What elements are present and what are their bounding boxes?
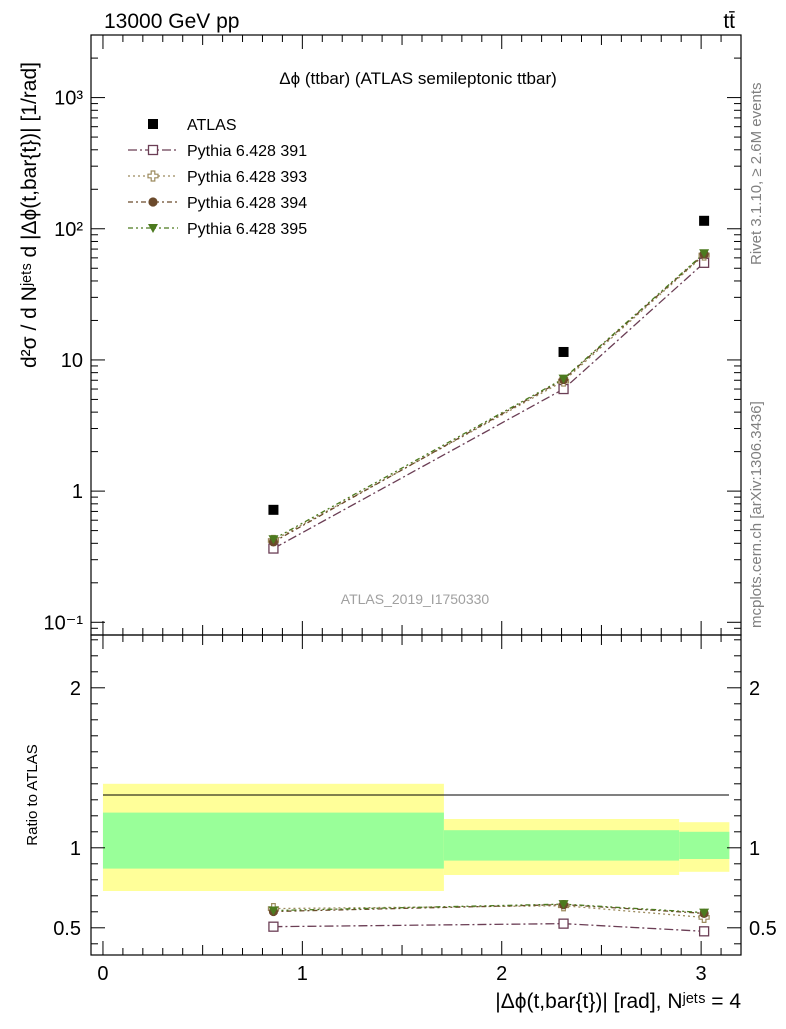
ratio-stat-band [679, 831, 730, 859]
ratio-y-tick-label-left: 0.5 [53, 918, 81, 940]
main-data-point [268, 535, 279, 545]
main-data-point [558, 346, 569, 357]
main-series-line [273, 252, 705, 540]
main-series-lines [273, 252, 705, 550]
ratio-series-lines [273, 903, 705, 932]
legend-label: Pythia 6.428 391 [187, 143, 307, 160]
ratio-uncertainty-bands [102, 783, 730, 891]
main-y-tick-label: 1 [72, 481, 83, 503]
legend-label: ATLAS [187, 117, 237, 134]
ratio-series-markers [267, 900, 710, 937]
main-y-tick-label: 10² [54, 219, 83, 241]
legend-marker [148, 197, 158, 207]
legend-item: ATLAS [148, 117, 237, 134]
legend-item: Pythia 6.428 391 [128, 143, 307, 160]
legend-label: Pythia 6.428 394 [187, 195, 307, 212]
ratio-y-tick-label-left: 2 [70, 678, 81, 700]
rivet-label: Rivet 3.1.10, ≥ 2.6M events [748, 83, 765, 266]
ratio-stat-band [102, 812, 444, 869]
main-y-tick-label: 10⁻¹ [44, 612, 84, 634]
main-title: Δϕ (ttbar) (ATLAS semileptonic ttbar) [279, 69, 557, 88]
legend-label: Pythia 6.428 393 [187, 169, 307, 186]
main-data-point [699, 215, 710, 226]
x-tick-label: 3 [696, 963, 707, 985]
legend: ATLAS Pythia 6.428 391 Pythia 6.428 393 Pyt… [128, 117, 307, 238]
legend-marker [147, 170, 159, 182]
ratio-series-line [273, 903, 705, 914]
mcplots-label: mcplots.cern.ch [arXiv:1306.3436] [748, 401, 765, 628]
main-plot: 10⁻¹ 1 10 10² 10³ Δϕ (ttbar) (ATLAS semilept… [18, 34, 742, 636]
ratio-y-tick-label-right: 2 [749, 678, 760, 700]
main-axis-ticks: 10⁻¹ 1 10 10² 10³ [44, 34, 742, 636]
ratio-data-point [698, 926, 710, 937]
main-y-tick-label: 10 [61, 350, 83, 372]
x-tick-label: 2 [496, 963, 507, 985]
x-axis-label: |Δϕ(t,bar{t})| [rad], Nʲᵉᵗˢ = 4 [495, 990, 741, 1013]
legend-item: Pythia 6.428 394 [128, 195, 307, 212]
ratio-series-line [273, 905, 705, 919]
ratio-series-line [273, 922, 705, 932]
legend-marker [148, 119, 158, 129]
energy-label: 13000 GeV pp [104, 10, 239, 33]
main-y-tick-label: 10³ [54, 88, 83, 110]
ratio-data-point [558, 900, 569, 910]
main-data-point [268, 504, 279, 515]
legend-item: Pythia 6.428 395 [128, 221, 307, 238]
x-tick-label: 1 [297, 963, 308, 985]
ratio-data-point [268, 921, 279, 932]
main-series-line [273, 253, 705, 543]
legend-marker [148, 224, 158, 233]
ratio-y-axis-label: Ratio to ATLAS [24, 744, 41, 845]
main-series-markers [267, 215, 710, 554]
main-data-point [699, 249, 710, 259]
main-series-line [273, 254, 705, 542]
ratio-y-tick-label-right: 0.5 [749, 918, 777, 940]
ratio-axis-ticks: 0.5 0.5 1 1 2 2 0 1 2 3 [53, 635, 777, 985]
legend-item: Pythia 6.428 393 [128, 169, 307, 186]
main-data-point [558, 374, 569, 384]
ratio-data-point [268, 906, 279, 916]
x-tick-label: 0 [97, 963, 108, 985]
ratio-plot: 0.5 0.5 1 1 2 2 0 1 2 3 Ratio to ATLAS |Δϕ(t,bar{… [24, 634, 777, 1013]
ratio-data-point [699, 908, 710, 918]
ratio-y-tick-label-left: 1 [70, 838, 81, 860]
watermark-label: ATLAS_2019_I1750330 [341, 591, 490, 607]
ratio-data-point [558, 918, 569, 929]
ratio-stat-band [443, 830, 680, 861]
legend-marker [147, 144, 159, 156]
ratio-y-tick-label-right: 1 [749, 838, 760, 860]
main-y-axis-label: d²σ / d Nʲᵉᵗˢ d |Δϕ(t,bar{t})| [1/rad] [18, 62, 41, 368]
process-label: tt̄ [723, 10, 735, 33]
legend-label: Pythia 6.428 395 [187, 221, 307, 238]
ratio-frame [90, 634, 742, 956]
